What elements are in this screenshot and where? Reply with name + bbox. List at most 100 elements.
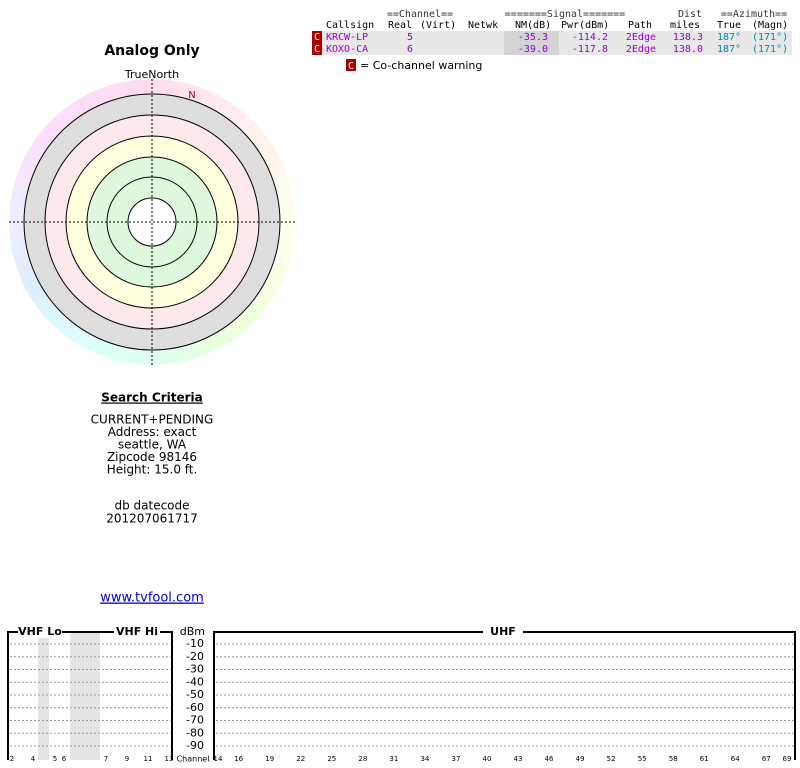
true-north: TrueNorth [124,68,179,81]
cell: 138.0 [673,44,703,55]
column-header: Path [628,20,652,31]
band-highlight [38,632,49,760]
group-header: ==Channel== [387,9,453,20]
marker-icon [312,43,322,55]
cell: 5 [407,32,413,43]
cell: 2Edge [626,32,656,43]
channel-tick: 55 [638,755,647,763]
title: Analog Only [104,43,199,59]
group-header: =======Signal======= [505,9,625,20]
channel-tick: 46 [545,755,554,763]
channel-tick: 31 [389,755,398,763]
channel-tick: 58 [669,755,678,763]
channel-tick: 5 [53,755,57,763]
channel-tick: 25 [327,755,336,763]
cell: -39.0 [518,44,548,55]
column-header: Real [388,20,412,31]
cell: 187° [717,44,741,55]
channel-tick: 67 [762,755,771,763]
channel-tick: 4 [31,755,36,763]
marker: C [314,44,320,55]
column-header: True [717,20,741,31]
search-line: CURRENT+PENDING [91,413,214,427]
cell-bg [504,43,559,55]
dbm-tick-label: -10 [186,637,204,650]
dbm-tick-label: -20 [186,650,204,663]
group-header: ==Azimuth== [721,9,787,20]
column-header: Netwk [468,20,498,31]
channel-tick: 40 [483,755,492,763]
marker-icon [312,31,322,43]
link[interactable]: www.tvfool.com [100,591,204,606]
unit: dBm [180,625,205,638]
cell: -35.3 [518,32,548,43]
label-bg [483,626,523,638]
column-header: NM(dB) [515,20,551,31]
cell: -114.2 [572,32,608,43]
search-line: Address: exact [108,425,197,439]
marker-icon [346,59,356,71]
channel-tick: 19 [265,755,274,763]
legend: = Co-channel warning [360,59,482,72]
band-label: VHF Hi [116,625,158,638]
channel-tick: 14 [214,755,223,763]
channel-tick: 37 [451,755,460,763]
channel-tick: 16 [234,755,243,763]
band-highlight [70,632,100,760]
dbm-tick-label: -40 [186,675,204,688]
channel-tick: 6 [62,755,67,763]
column-header: (Virt) [420,20,456,31]
channel-tick: 7 [104,755,108,763]
cell: (171°) [752,44,788,55]
channel-tick: 69 [783,755,792,763]
search-line: Zipcode 98146 [107,450,197,464]
vhf-frame [7,631,173,760]
channel-label: Channel [177,755,210,764]
channel-tick: 28 [358,755,367,763]
cell: 6 [407,44,413,55]
marker: C [348,61,354,72]
cell: 138.3 [673,32,703,43]
channel-tick: 43 [514,755,523,763]
label-bg [114,626,160,638]
column-header: Callsign [326,20,374,31]
dbm-tick-label: -50 [186,688,204,701]
column-header: (Magn) [752,20,788,31]
north-label: N [188,90,195,101]
cell-bg [504,31,559,43]
channel-tick: 13 [165,755,174,763]
channel-tick: 52 [607,755,616,763]
label-bg [18,626,62,638]
channel-tick: 34 [420,755,429,763]
column-header: miles [670,20,700,31]
dbm-tick-label: -90 [186,739,204,752]
channel-tick: 9 [125,755,129,763]
channel-tick: 11 [144,755,153,763]
dbm-tick-label: -60 [186,701,204,714]
cell: -117.8 [572,44,608,55]
dbm-tick-label: -70 [186,714,204,727]
radar [9,79,295,365]
channel-tick: 61 [700,755,709,763]
channel-tick: 2 [10,755,14,763]
search-title: Search Criteria [101,391,202,405]
search-line: seattle, WA [118,438,187,452]
search-line: Height: 15.0 ft. [107,463,198,477]
column-header: Pwr(dBm) [561,20,609,31]
cell: KOXO-CA [326,44,368,55]
spectrum: VHF Lo VHF Hi UHF dBm Channel [7,625,796,764]
uhf-frame [213,631,796,760]
marker: C [314,32,320,43]
dbm-tick-label: -30 [186,663,204,676]
channel-tick: 49 [576,755,585,763]
db-value: 201207061717 [106,512,198,526]
cell: KRCW-LP [326,32,368,43]
channel-tick: 64 [731,755,740,763]
channel-tick: 22 [296,755,305,763]
band-label: UHF [490,625,516,638]
cell: (171°) [752,32,788,43]
group-header: Dist [678,9,702,20]
band-label: VHF Lo [18,625,62,638]
